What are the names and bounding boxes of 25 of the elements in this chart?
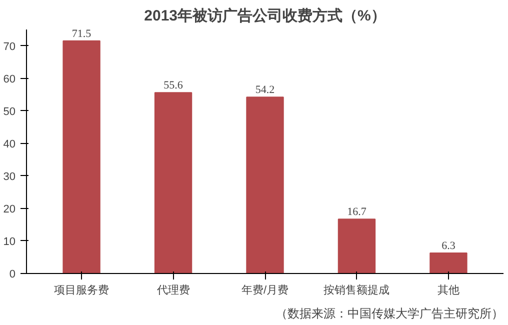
y-tick-label: 10 (3, 236, 16, 248)
y-tick-label: 20 (3, 203, 16, 216)
x-tick-label: 代理费 (156, 284, 190, 296)
bar (154, 92, 192, 274)
data-label: 54.2 (255, 84, 275, 96)
x-tick-label: 其他 (437, 284, 460, 296)
bar (430, 252, 468, 274)
y-tick-label: 60 (3, 73, 16, 86)
data-label: 6.3 (442, 240, 456, 252)
x-tick-label: 项目服务费 (54, 284, 110, 296)
x-tick-label: 按销售额提成 (324, 284, 390, 296)
chart-title: 2013年被访广告公司收费方式（%） (144, 6, 386, 24)
y-tick-label: 0 (9, 268, 16, 280)
y-tick-label: 40 (3, 138, 16, 150)
bar (62, 40, 100, 274)
data-label: 71.5 (72, 28, 92, 40)
y-tick-label: 50 (3, 106, 16, 118)
x-tick-label: 年费/月费 (241, 284, 289, 296)
data-label: 55.6 (164, 80, 184, 92)
text: （数据来源：中国传媒大学广告主研究所） (276, 306, 504, 320)
y-tick-label: 70 (3, 40, 16, 53)
bar (338, 218, 376, 274)
bar (246, 96, 284, 274)
data-label: 16.7 (347, 206, 367, 218)
y-tick-label: 30 (3, 170, 16, 183)
